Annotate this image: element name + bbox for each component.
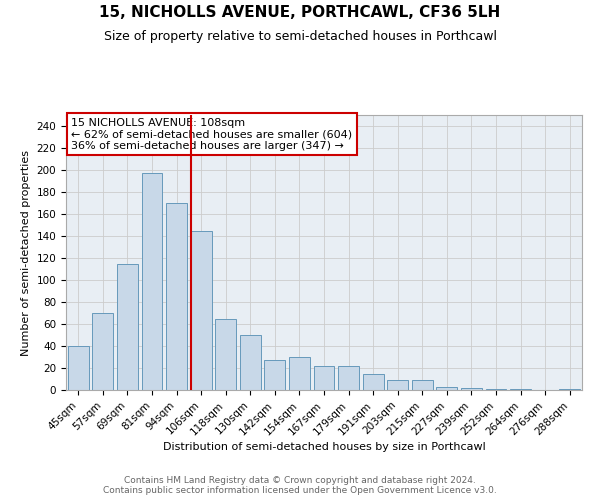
Bar: [485, 389, 506, 390]
Bar: [436, 386, 457, 390]
Bar: [68, 346, 89, 390]
Bar: [338, 366, 359, 390]
Bar: [92, 313, 113, 390]
Bar: [559, 389, 580, 390]
Bar: [265, 360, 286, 390]
Text: 15, NICHOLLS AVENUE, PORTHCAWL, CF36 5LH: 15, NICHOLLS AVENUE, PORTHCAWL, CF36 5LH: [100, 5, 500, 20]
Bar: [314, 366, 334, 390]
Text: 15 NICHOLLS AVENUE: 108sqm
← 62% of semi-detached houses are smaller (604)
36% o: 15 NICHOLLS AVENUE: 108sqm ← 62% of semi…: [71, 118, 352, 151]
Bar: [166, 203, 187, 390]
Bar: [191, 230, 212, 390]
Text: Size of property relative to semi-detached houses in Porthcawl: Size of property relative to semi-detach…: [104, 30, 497, 43]
Bar: [412, 380, 433, 390]
Bar: [117, 264, 138, 390]
Bar: [510, 389, 531, 390]
Bar: [461, 388, 482, 390]
Bar: [289, 357, 310, 390]
Bar: [362, 374, 383, 390]
Bar: [387, 380, 408, 390]
Text: Contains HM Land Registry data © Crown copyright and database right 2024.
Contai: Contains HM Land Registry data © Crown c…: [103, 476, 497, 495]
Bar: [240, 335, 261, 390]
Y-axis label: Number of semi-detached properties: Number of semi-detached properties: [21, 150, 31, 356]
Bar: [142, 174, 163, 390]
Bar: [215, 318, 236, 390]
X-axis label: Distribution of semi-detached houses by size in Porthcawl: Distribution of semi-detached houses by …: [163, 442, 485, 452]
